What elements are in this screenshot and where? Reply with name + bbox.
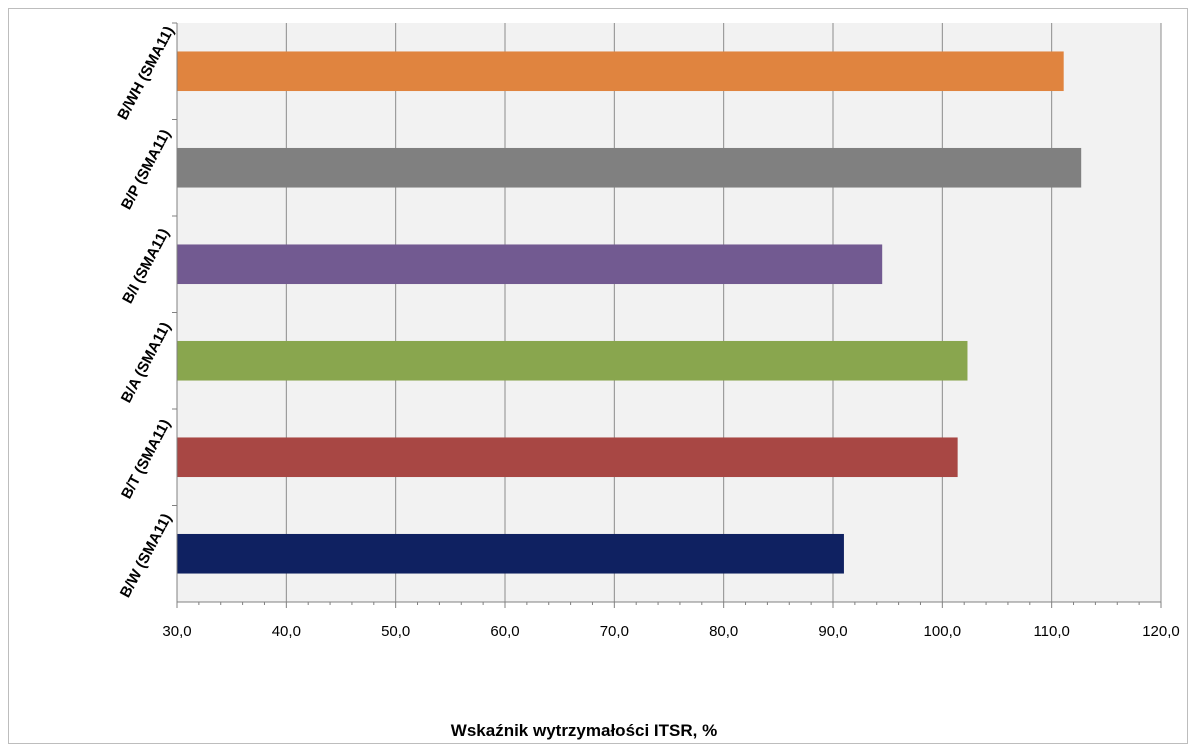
y-tick-labels: B/W (SMA11) B/T (SMA11) B/A (SMA11) B/I (SM…: [114, 24, 178, 601]
bars: [177, 51, 1082, 574]
axes: [172, 22, 1162, 608]
bar: [177, 437, 958, 478]
x-tick-label: 30,0: [162, 623, 191, 640]
category-label: B/I (SMA11): [119, 226, 173, 307]
x-tick-label: 110,0: [1033, 623, 1069, 640]
x-tick-label: 120,0: [1142, 623, 1180, 640]
x-tick-label: 70,0: [600, 623, 629, 640]
plot-area: [177, 23, 1161, 602]
bar: [177, 51, 1064, 92]
bar: [177, 147, 1082, 188]
grid-lines: [285, 23, 1162, 602]
x-tick-labels: 30,0 40,0 50,0 60,0 70,0 80,0 90,0 100,0 110,0 12…: [162, 623, 1179, 640]
category-label: B/T (SMA11): [118, 417, 174, 502]
bar: [177, 533, 844, 574]
category-label: B/WH (SMA11): [114, 24, 178, 123]
x-tick-label: 100,0: [924, 623, 962, 640]
category-label: B/W (SMA11): [117, 511, 175, 601]
x-tick-label: 40,0: [272, 623, 301, 640]
x-tick-label: 80,0: [709, 623, 738, 640]
x-tick-label: 90,0: [818, 623, 847, 640]
category-label: B/A (SMA11): [118, 320, 175, 406]
x-axis-title: Wskaźnik wytrzymałości ITSR, %: [451, 721, 717, 740]
bar: [177, 340, 968, 381]
category-label: B/P (SMA11): [118, 127, 174, 213]
x-tick-label: 60,0: [490, 623, 519, 640]
bar: [177, 244, 883, 285]
x-tick-label: 50,0: [381, 623, 410, 640]
